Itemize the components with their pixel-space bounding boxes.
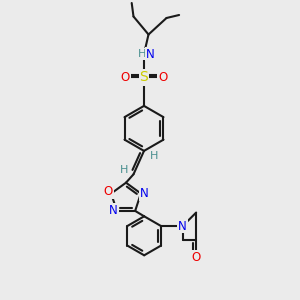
Text: S: S (140, 70, 148, 84)
Text: H: H (120, 165, 129, 175)
Text: N: N (140, 187, 149, 200)
Text: N: N (146, 47, 155, 61)
Text: O: O (158, 71, 167, 84)
Text: O: O (103, 185, 113, 199)
Text: N: N (109, 204, 118, 218)
Text: O: O (191, 251, 201, 264)
Text: N: N (178, 220, 187, 232)
Text: H: H (149, 151, 158, 161)
Text: H: H (137, 49, 146, 59)
Text: O: O (121, 71, 130, 84)
